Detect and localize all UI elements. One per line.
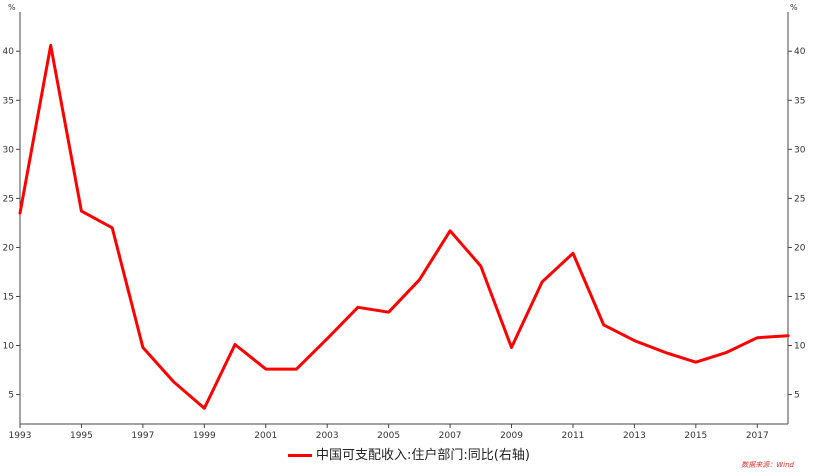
y-tick-label-right: 5 [794, 391, 800, 401]
data-point [479, 264, 482, 268]
legend-swatch [288, 454, 313, 457]
x-tick-label: 2007 [439, 431, 462, 440]
source-note: 数据来源：Wind [741, 461, 794, 469]
y-tick-label-right: 40 [794, 47, 806, 57]
data-point [172, 380, 175, 384]
data-point [418, 278, 421, 281]
data-point [694, 361, 698, 364]
chart-ticks: 5 5 10 10 15 15 20 20 25 25 30 30 35 35 40 40 1993 1995 19… [3, 47, 806, 440]
data-point [602, 323, 605, 327]
data-point [786, 334, 790, 337]
data-point [725, 351, 728, 354]
y-unit-right: % [790, 3, 798, 12]
x-tick-label: 2003 [316, 431, 339, 440]
x-tick-label: 2005 [377, 431, 400, 440]
data-point [49, 44, 52, 47]
y-tick-label-right: 30 [794, 145, 806, 155]
y-unit-left: % [8, 3, 16, 12]
y-tick-label-left: 35 [3, 96, 14, 106]
data-point [663, 351, 667, 354]
y-tick-label-right: 15 [794, 292, 805, 302]
data-point [233, 343, 237, 346]
x-tick-label: 1999 [193, 431, 216, 440]
y-tick-label-left: 15 [3, 292, 14, 302]
legend-label: 中国可支配收入:住户部门:同比(右轴) [316, 448, 530, 463]
x-tick-label: 1993 [9, 431, 32, 440]
y-tick-label-right: 20 [794, 243, 806, 253]
x-tick-label: 2013 [623, 431, 646, 440]
series-line [18, 43, 790, 410]
y-tick-label-right: 25 [794, 194, 805, 204]
y-tick-label-right: 35 [794, 96, 805, 106]
data-point [326, 337, 329, 340]
data-point [448, 229, 452, 232]
y-tick-label-left: 10 [3, 342, 15, 352]
data-point [110, 226, 114, 230]
data-point [203, 407, 206, 410]
chart-axes: %% [8, 3, 798, 425]
data-point [295, 367, 298, 371]
x-tick-label: 2011 [562, 431, 585, 440]
y-tick-label-left: 25 [3, 194, 14, 204]
data-point [541, 280, 544, 283]
x-tick-label: 1997 [131, 431, 154, 440]
x-tick-label: 2001 [254, 431, 277, 440]
x-tick-label: 1995 [70, 431, 93, 440]
data-point [264, 367, 267, 371]
data-point [18, 211, 22, 215]
data-point [387, 310, 390, 314]
data-point [571, 252, 575, 255]
chart-series [18, 43, 790, 410]
y-tick-label-left: 40 [3, 47, 15, 57]
y-tick-label-right: 10 [794, 342, 806, 352]
chart-legend: 中国可支配收入:住户部门:同比(右轴) [0, 444, 818, 463]
x-tick-label: 2017 [746, 431, 769, 440]
y-tick-label-left: 30 [3, 145, 15, 155]
data-point [510, 346, 513, 349]
data-point [633, 339, 636, 342]
data-point [141, 346, 145, 349]
y-tick-label-left: 5 [8, 391, 14, 401]
data-point [756, 336, 759, 339]
data-point [80, 209, 83, 213]
y-tick-label-left: 20 [3, 243, 15, 253]
x-tick-label: 2009 [500, 431, 523, 440]
line-chart: %% 5 5 10 10 15 15 20 20 25 25 30 30 35 35 40 40 1993 199… [3, 3, 806, 440]
x-tick-label: 2015 [684, 431, 707, 440]
data-point [356, 306, 360, 309]
